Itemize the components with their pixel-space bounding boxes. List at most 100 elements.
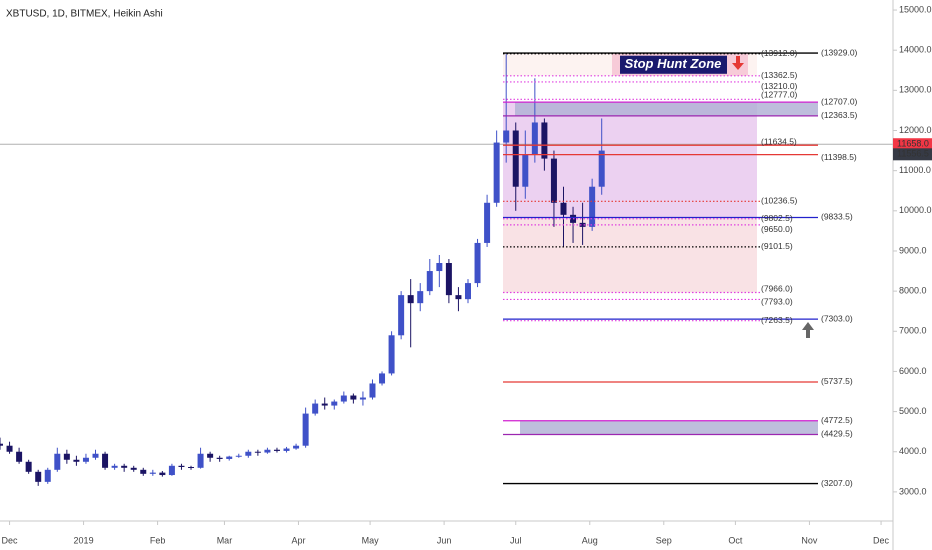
level-label: (9833.5) bbox=[821, 212, 853, 222]
candle-body bbox=[589, 186, 596, 227]
candle-body bbox=[35, 471, 42, 482]
x-tick-label: Mar bbox=[217, 535, 233, 545]
x-tick-label: Feb bbox=[150, 535, 166, 545]
candle-body bbox=[474, 242, 481, 284]
candle-body bbox=[25, 461, 32, 472]
candle-body bbox=[359, 397, 366, 400]
x-tick-label: Dec bbox=[2, 535, 19, 545]
candle-body bbox=[245, 451, 252, 456]
x-tick-label: Sep bbox=[656, 535, 672, 545]
candle-body bbox=[503, 130, 510, 143]
candle-body bbox=[254, 451, 261, 453]
level-label: (12707.0) bbox=[821, 96, 858, 106]
zone bbox=[503, 217, 757, 293]
level-label: (11398.5) bbox=[821, 152, 857, 162]
candle-body bbox=[178, 465, 185, 467]
x-tick-label: Jul bbox=[510, 535, 522, 545]
candle-body bbox=[550, 158, 557, 203]
y-tick-label: 12000.0 bbox=[899, 125, 932, 135]
candle-body bbox=[598, 150, 605, 187]
candle-body bbox=[121, 465, 128, 468]
plot-area bbox=[0, 52, 893, 486]
candle-body bbox=[541, 122, 548, 159]
y-tick-label: 15000.0 bbox=[899, 4, 932, 14]
candle-body bbox=[149, 472, 156, 474]
y-tick-label: 3000.0 bbox=[899, 486, 927, 496]
candle-body bbox=[464, 283, 471, 300]
candle-body bbox=[560, 202, 567, 215]
candle-body bbox=[407, 295, 414, 304]
y-tick-label: 14000.0 bbox=[899, 45, 932, 55]
y-tick-label: 4000.0 bbox=[899, 446, 927, 456]
y-tick-label: 7000.0 bbox=[899, 326, 927, 336]
candle-body bbox=[92, 453, 99, 458]
candle-body bbox=[321, 403, 328, 406]
candle-body bbox=[16, 451, 23, 462]
down-arrow bbox=[732, 56, 744, 70]
level-label: (9101.5) bbox=[761, 241, 793, 251]
candle-body bbox=[379, 373, 386, 384]
candle-body bbox=[302, 413, 309, 446]
annotation-text: Stop Hunt Zone bbox=[625, 56, 722, 71]
candle-body bbox=[44, 469, 51, 482]
candle-body bbox=[293, 445, 300, 449]
x-tick-label: 2019 bbox=[74, 535, 94, 545]
y-tick-label: 5000.0 bbox=[899, 406, 927, 416]
up-arrow bbox=[802, 322, 814, 338]
chart-title: XBTUSD, 1D, BITMEX, Heikin Ashi bbox=[6, 9, 163, 20]
candle-body bbox=[369, 383, 376, 398]
x-tick-label: Apr bbox=[291, 535, 305, 545]
level-label: (4772.5) bbox=[821, 415, 853, 425]
level-label: (12777.0) bbox=[761, 90, 798, 100]
candle-body bbox=[445, 263, 452, 296]
candle-body bbox=[512, 130, 519, 187]
candle-body bbox=[312, 403, 319, 414]
candle-body bbox=[6, 445, 13, 452]
x-tick-label: Oct bbox=[728, 535, 743, 545]
candle-body bbox=[82, 457, 89, 462]
candle-body bbox=[54, 453, 61, 470]
candle-body bbox=[159, 472, 166, 476]
level-label: (7966.0) bbox=[761, 284, 793, 294]
y-tick-label: 13000.0 bbox=[899, 85, 932, 95]
candle-body bbox=[102, 453, 109, 468]
candle-body bbox=[0, 443, 3, 446]
price-label: 11658.0 bbox=[897, 139, 929, 149]
y-tick-label: 10000.0 bbox=[899, 205, 932, 215]
level-label: (9650.0) bbox=[761, 224, 793, 234]
x-tick-label: Nov bbox=[801, 535, 818, 545]
y-tick-label: 11000.0 bbox=[899, 165, 931, 175]
candle-body bbox=[579, 222, 586, 227]
candle-body bbox=[531, 122, 538, 155]
candle-body bbox=[264, 449, 271, 453]
candle-body bbox=[426, 271, 433, 292]
price-label-box bbox=[893, 138, 932, 151]
y-tick-label: 8000.0 bbox=[899, 285, 927, 295]
candle-body bbox=[522, 154, 529, 187]
level-label: (3207.0) bbox=[821, 478, 853, 488]
level-label: (7303.0) bbox=[821, 313, 853, 323]
level-label: (4429.5) bbox=[821, 429, 853, 439]
price-label-box bbox=[893, 148, 932, 161]
candle-body bbox=[484, 202, 491, 243]
level-label: (13362.5) bbox=[761, 70, 798, 80]
candle-body bbox=[350, 395, 357, 400]
level-label: (5737.5) bbox=[821, 376, 853, 386]
x-tick-label: Jun bbox=[437, 535, 452, 545]
candle-body bbox=[216, 457, 223, 459]
candle-body bbox=[73, 459, 80, 462]
level-label: (10236.5) bbox=[761, 196, 798, 206]
y-tick-label: 6000.0 bbox=[899, 366, 927, 376]
candle-body bbox=[235, 455, 242, 457]
candle-body bbox=[168, 465, 175, 476]
annotation-box bbox=[620, 55, 727, 74]
x-tick-label: May bbox=[362, 535, 380, 545]
candle-body bbox=[188, 466, 195, 468]
zone bbox=[515, 102, 818, 116]
candle-body bbox=[340, 395, 347, 402]
candle-body bbox=[388, 335, 395, 374]
candle-body bbox=[63, 453, 70, 460]
y-tick-label: 9000.0 bbox=[899, 245, 927, 255]
candle-body bbox=[436, 263, 443, 272]
